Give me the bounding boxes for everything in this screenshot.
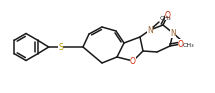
Text: S: S xyxy=(58,43,63,52)
Text: O: O xyxy=(130,57,136,65)
Text: O: O xyxy=(165,11,171,20)
Text: N: N xyxy=(147,25,153,35)
Text: N: N xyxy=(170,28,176,37)
Text: CH₃: CH₃ xyxy=(160,16,172,21)
Text: CH₃: CH₃ xyxy=(183,43,195,48)
Text: O: O xyxy=(178,40,184,49)
